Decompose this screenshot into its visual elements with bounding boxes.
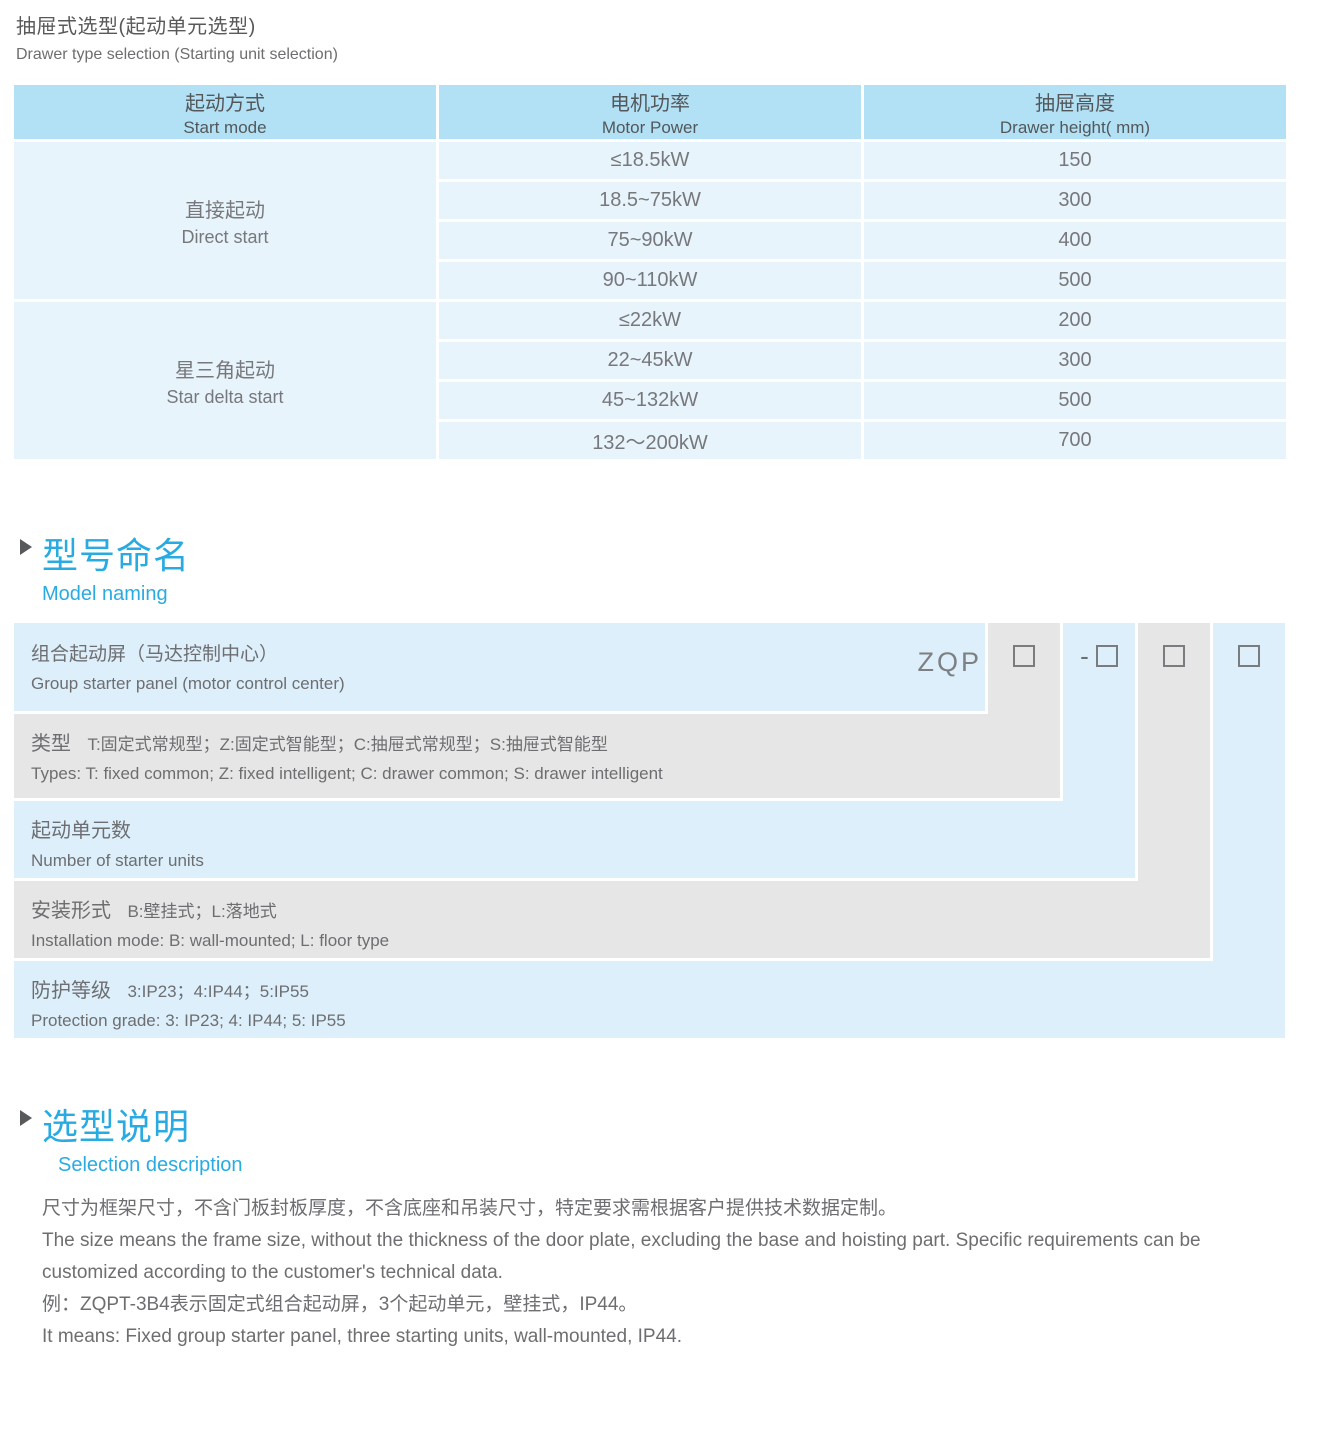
naming-row-text: 类型 T:固定式常规型；Z:固定式智能型；C:抽屉式常规型；S:抽屉式智能型 T… <box>14 714 1060 784</box>
group-name-cn: 星三角起动 <box>175 359 275 382</box>
section-title-cn: 型号命名 <box>42 535 191 576</box>
naming-row-cn-line: 类型 T:固定式常规型；Z:固定式智能型；C:抽屉式常规型；S:抽屉式智能型 <box>31 727 1060 756</box>
section-heading-text: 型号命名 Model naming <box>42 527 190 606</box>
naming-row-detail: B:壁挂式；L:落地式 <box>127 902 277 921</box>
drawer-selection-table: 起动方式 Start mode 电机功率 Motor Power 抽屉高度 Dr… <box>14 85 1286 459</box>
column-header-motor-power: 电机功率 Motor Power <box>439 85 861 139</box>
column-header-start-mode: 起动方式 Start mode <box>14 85 436 139</box>
naming-row-types: 类型 T:固定式常规型；Z:固定式智能型；C:抽屉式常规型；S:抽屉式智能型 T… <box>14 714 1060 798</box>
header-cn: 起动方式 <box>185 92 265 115</box>
model-naming-diagram: - 组合起动屏（马达控制中心） Group starter panel (mot… <box>14 623 1286 1038</box>
model-code-box-icon <box>1238 645 1260 667</box>
naming-row-detail: 3:IP23；4:IP44；5:IP55 <box>127 982 309 1001</box>
section-heading-selection-description: 选型说明 Selection description <box>20 1098 1322 1177</box>
naming-row-text: 防护等级 3:IP23；4:IP44；5:IP55 Protection gra… <box>14 961 1285 1031</box>
selection-description-body: 尺寸为框架尺寸，不含门板封板厚度，不含底座和吊装尺寸，特定要求需根据客户提供技术… <box>42 1193 1290 1353</box>
naming-row-label: 防护等级 <box>31 980 111 1002</box>
group-name-en: Direct start <box>181 226 269 247</box>
group-cell-direct-start: 直接起动 Direct start <box>14 142 436 299</box>
naming-row-en: Types: T: fixed common; Z: fixed intelli… <box>31 764 663 783</box>
height-cell: 150 <box>864 142 1286 179</box>
header-cn: 抽屉高度 <box>1035 92 1115 115</box>
model-code-box-icon <box>1095 645 1118 667</box>
section-marker-icon <box>20 539 32 555</box>
group-name-cn: 直接起动 <box>185 199 265 222</box>
naming-row-cn-line: 安装形式 B:壁挂式；L:落地式 <box>31 894 1210 923</box>
height-cell: 300 <box>864 182 1286 219</box>
section-heading-text: 选型说明 Selection description <box>42 1098 243 1177</box>
document-title-en: Drawer type selection (Starting unit sel… <box>16 46 338 63</box>
naming-row-label: 类型 <box>31 733 71 755</box>
header-en: Drawer height( mm) <box>999 117 1151 137</box>
naming-row-cn-line: 起动单元数 <box>31 814 1135 843</box>
section-title-cn: 选型说明 <box>42 1106 191 1147</box>
model-code-prefix: ZQP <box>917 647 982 677</box>
example-line-cn: 例：ZQPT-3B4表示固定式组合起动屏，3个起动单元，壁挂式，IP44。 <box>42 1294 638 1315</box>
group-name-en: Star delta start <box>166 386 284 407</box>
naming-row-protection: 防护等级 3:IP23；4:IP44；5:IP55 Protection gra… <box>14 961 1285 1038</box>
naming-row-en: Installation mode: B: wall-mounted; L: f… <box>31 931 390 950</box>
document-title-cn: 抽屉式选型(起动单元选型) <box>16 16 256 38</box>
header-en: Motor Power <box>601 117 699 137</box>
power-cell: 75~90kW <box>439 222 861 259</box>
naming-row-en: Number of starter units <box>31 851 204 870</box>
power-cell: ≤18.5kW <box>439 142 861 179</box>
height-cell: 700 <box>864 422 1286 459</box>
header-en: Start mode <box>183 117 267 137</box>
description-line-cn: 尺寸为框架尺寸，不含门板封板厚度，不含底座和吊装尺寸，特定要求需根据客户提供技术… <box>42 1198 898 1219</box>
naming-row-text: 安装形式 B:壁挂式；L:落地式 Installation mode: B: w… <box>14 881 1210 951</box>
naming-row-installation: 安装形式 B:壁挂式；L:落地式 Installation mode: B: w… <box>14 881 1210 958</box>
height-cell: 200 <box>864 302 1286 339</box>
naming-row-en: Protection grade: 3: IP23; 4: IP44; 5: I… <box>31 1011 346 1030</box>
section-title-en: Model naming <box>42 583 168 605</box>
description-line-en: The size means the frame size, without t… <box>42 1230 1201 1283</box>
height-cell: 500 <box>864 262 1286 299</box>
naming-row-cn-line: 防护等级 3:IP23；4:IP44；5:IP55 <box>31 974 1285 1003</box>
section-title-en: Selection description <box>58 1154 243 1176</box>
power-cell: 90~110kW <box>439 262 861 299</box>
model-code-box-icon <box>1013 645 1035 667</box>
naming-row-detail: T:固定式常规型；Z:固定式智能型；C:抽屉式常规型；S:抽屉式智能型 <box>87 735 608 754</box>
group-cell-star-delta-start: 星三角起动 Star delta start <box>14 302 436 459</box>
example-line-en: It means: Fixed group starter panel, thr… <box>42 1326 682 1347</box>
power-cell: ≤22kW <box>439 302 861 339</box>
naming-row-label: 安装形式 <box>31 900 111 922</box>
naming-row-text: 起动单元数 Number of starter units <box>14 801 1135 871</box>
naming-row-label: 起动单元数 <box>31 820 131 842</box>
document-title: 抽屉式选型(起动单元选型) Drawer type selection (Sta… <box>0 0 1322 64</box>
power-cell: 22~45kW <box>439 342 861 379</box>
power-cell: 18.5~75kW <box>439 182 861 219</box>
naming-row-text: 组合起动屏（马达控制中心） Group starter panel (motor… <box>14 623 985 694</box>
model-code-box-icon <box>1163 645 1185 667</box>
naming-row-starter-units: 起动单元数 Number of starter units <box>14 801 1135 878</box>
height-cell: 400 <box>864 222 1286 259</box>
height-cell: 500 <box>864 382 1286 419</box>
dash-icon: - <box>1080 641 1089 671</box>
column-header-drawer-height: 抽屉高度 Drawer height( mm) <box>864 85 1286 139</box>
header-cn: 电机功率 <box>610 92 690 115</box>
naming-row-group-starter-panel: 组合起动屏（马达控制中心） Group starter panel (motor… <box>14 623 985 711</box>
power-cell: 132～200kW <box>439 422 861 459</box>
section-heading-model-naming: 型号命名 Model naming <box>20 527 1322 606</box>
power-cell: 45~132kW <box>439 382 861 419</box>
section-marker-icon <box>20 1110 32 1126</box>
naming-row-cn: 组合起动屏（马达控制中心） <box>31 644 279 665</box>
height-cell: 300 <box>864 342 1286 379</box>
naming-row-en: Group starter panel (motor control cente… <box>31 674 345 693</box>
